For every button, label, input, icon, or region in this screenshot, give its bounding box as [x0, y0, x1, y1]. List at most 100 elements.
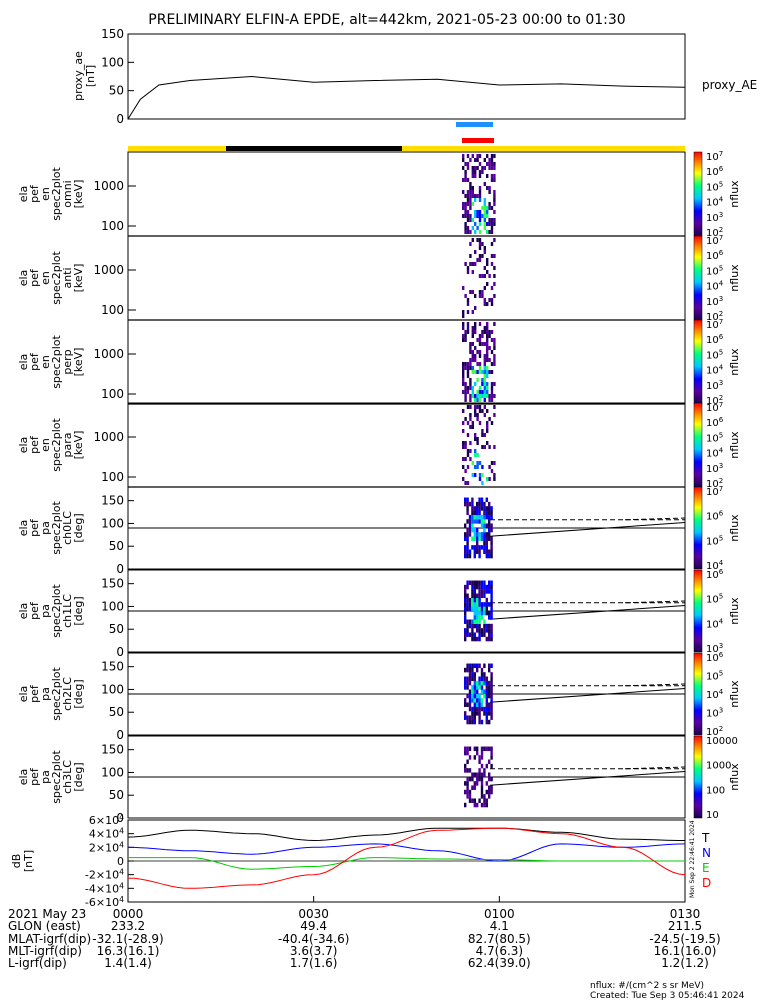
pa-cell	[488, 776, 491, 782]
pa-cell	[480, 602, 484, 607]
pa-cell	[480, 680, 484, 686]
pa-cell	[490, 711, 493, 716]
bfield-tick-label: -2×104	[85, 868, 124, 882]
pa-cell	[488, 506, 491, 511]
pa-cell	[478, 759, 481, 765]
spec-cell	[476, 441, 479, 445]
spec-cell	[469, 214, 472, 218]
spec-cell	[483, 198, 486, 202]
spec-cell	[466, 366, 470, 370]
pa-cell	[468, 549, 472, 554]
pa-panel-3-colorbar-tick: 103	[706, 707, 723, 720]
pa-cell	[466, 794, 469, 799]
spec-cell	[464, 214, 467, 218]
spec-panel-3-colorbar-label: nflux	[728, 348, 741, 376]
pa-cell	[490, 680, 493, 686]
pa-cell	[483, 746, 486, 752]
spec-cell	[478, 198, 482, 202]
pa-cell	[476, 501, 479, 507]
spec-cell	[478, 366, 482, 370]
pa-cell	[476, 602, 479, 607]
spec-cell	[471, 354, 474, 358]
spec-cell	[493, 210, 496, 214]
orbit-value: 1.4(1.4)	[104, 956, 152, 970]
orbit-value: 62.4(39.0)	[468, 956, 531, 970]
spec-cell	[469, 346, 472, 350]
pa-cell	[480, 719, 484, 725]
spec-panel-1-colorbar-tick: 105	[706, 180, 723, 193]
spec-cell	[493, 382, 496, 386]
spec-cell	[464, 394, 467, 398]
bfield-units: [nT]	[22, 850, 35, 872]
pa-panel-4-label-line: spec2plot	[50, 750, 63, 804]
spec-cell	[481, 206, 484, 210]
spec-cell	[466, 465, 470, 469]
spec-cell	[488, 190, 491, 194]
pa-cell	[485, 602, 488, 607]
pa-cell	[464, 763, 467, 769]
spec-cell	[466, 322, 470, 326]
spec-cell	[486, 210, 489, 214]
units-note: nflux: #/(cm^2 s sr MeV)	[590, 981, 704, 991]
pa-cell	[464, 602, 467, 607]
pa-cell	[485, 589, 488, 594]
pa-cell	[485, 698, 488, 703]
orbit-time-label: 0030	[298, 907, 329, 921]
pa-cell	[478, 702, 481, 707]
spec-cell	[478, 477, 482, 481]
spec-cell	[493, 194, 496, 198]
pa-cell	[464, 536, 467, 541]
pa-cell	[466, 667, 469, 673]
spec-cell	[474, 214, 477, 218]
spec-panel-3-label-line: perp	[61, 349, 74, 374]
spec-panel-4-colorbar-tick: 105	[706, 431, 723, 444]
spec-cell	[471, 473, 474, 477]
spec-cell	[493, 202, 496, 206]
pa-cell	[473, 602, 476, 607]
pa-cell	[488, 553, 491, 559]
spec-cell	[469, 262, 472, 266]
spec-cell	[490, 362, 494, 366]
pa-cell	[471, 589, 474, 594]
spec-cell	[493, 154, 496, 158]
pa-cell	[485, 597, 488, 603]
spec-cell	[476, 417, 479, 421]
spec-panel-4-label-line: [keV]	[72, 431, 85, 460]
spec-cell	[481, 290, 484, 294]
spec-cell	[474, 433, 477, 437]
pa-cell	[464, 667, 467, 673]
spec-cell	[464, 382, 467, 386]
pa-cell	[476, 510, 479, 516]
spec-cell	[490, 338, 494, 342]
spec-cell	[488, 186, 491, 190]
spec-cell	[481, 409, 484, 413]
spec-cell	[483, 358, 486, 362]
pa-cell	[490, 597, 493, 603]
pa-tick-label: 150	[101, 660, 124, 674]
pa-cell	[473, 781, 476, 786]
pa-panel-3-colorbar	[693, 652, 703, 736]
spec-panel-4-label-line: spec2plot	[50, 418, 63, 472]
spec-cell	[493, 405, 496, 409]
pa-cell	[473, 593, 476, 599]
spec-panel-3-label-line: spec2plot	[50, 335, 63, 389]
pa-cell	[480, 545, 484, 550]
spec-cell	[481, 342, 484, 346]
pa-tick-label: 50	[109, 705, 124, 719]
orbit-value: 82.7(80.5)	[468, 932, 531, 946]
pa-cell	[466, 702, 469, 707]
spec-cell	[462, 334, 465, 338]
pa-cell	[478, 628, 481, 633]
pa-cell	[485, 685, 488, 690]
pa-panel-1-label-line: pa	[39, 521, 52, 535]
spec-cell	[488, 202, 491, 206]
pa-cell	[473, 584, 476, 590]
pa-cell	[490, 750, 493, 756]
spec-cell	[486, 206, 489, 210]
spec-cell	[488, 158, 491, 162]
pa-panel-1-label-line: ela	[17, 520, 30, 537]
pa-cell	[490, 763, 493, 769]
pa-cell	[473, 589, 476, 594]
pa-cell	[464, 702, 467, 707]
spec-panel-1-colorbar-tick: 104	[706, 196, 724, 209]
